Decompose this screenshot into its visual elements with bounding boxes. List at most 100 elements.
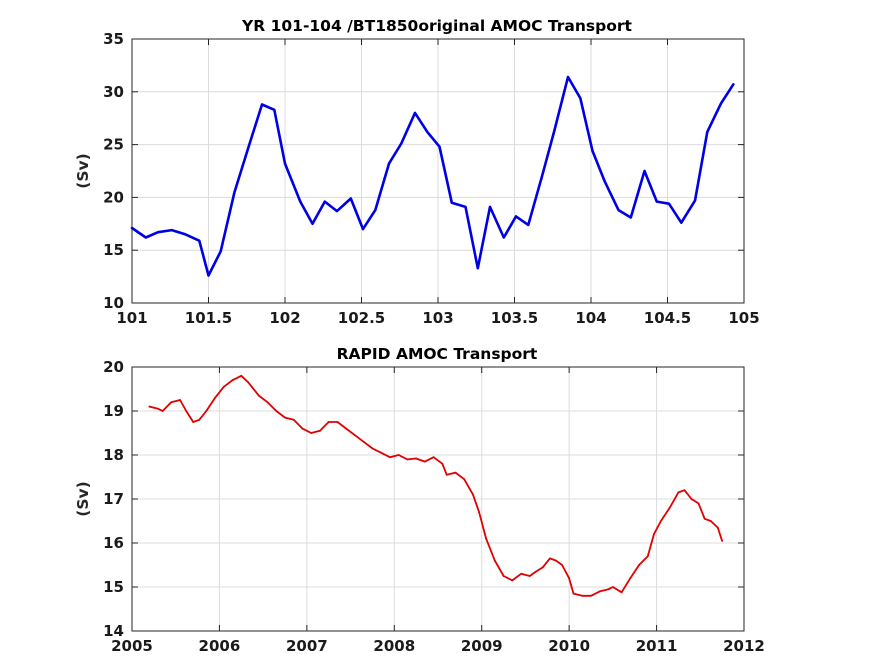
bottom-chart-ytick-label: 20 (103, 358, 124, 376)
top-chart-title: YR 101-104 /BT1850original AMOC Transpor… (241, 17, 632, 35)
top-chart-data-point (680, 221, 683, 224)
bottom-chart-data-point (170, 401, 173, 404)
top-chart-data-point (567, 76, 569, 78)
bottom-chart-data-point (354, 434, 356, 437)
top-chart-data-point (349, 197, 352, 200)
bottom-chart-data-point (185, 410, 188, 412)
top-chart-ytick-label: 10 (103, 294, 124, 312)
top-chart-xtick-label: 103.5 (491, 309, 538, 327)
top-chart-data-point (336, 210, 338, 213)
bottom-chart-data-point (683, 489, 686, 492)
top-chart-data-point (170, 229, 173, 232)
bottom-chart-data-point (485, 537, 487, 540)
bottom-chart-data-point (205, 410, 208, 412)
bottom-chart-ytick-label: 17 (103, 490, 124, 508)
bottom-chart-data-point (247, 381, 250, 384)
bottom-chart-data-point (638, 564, 640, 566)
bottom-chart-data-point (292, 418, 295, 421)
bottom-chart-panel: RAPID AMOC Transport 2005 2006 2007 2008 200… (74, 345, 765, 655)
bottom-chart-data-point (598, 590, 601, 593)
top-chart-data-point (261, 103, 263, 106)
bottom-chart-data-point (345, 427, 348, 430)
bottom-chart-data-point (432, 456, 435, 459)
bottom-chart-data-point (463, 478, 466, 481)
bottom-chart-data-point (441, 462, 444, 465)
bottom-chart-data-point (697, 502, 700, 505)
top-chart-data-point (655, 200, 658, 203)
bottom-chart-ytick-label: 19 (103, 402, 124, 420)
bottom-chart-xtick-label: 2008 (373, 637, 415, 655)
top-chart-data-point (527, 224, 530, 226)
bottom-chart-data-point (222, 385, 225, 388)
bottom-chart-data-point (703, 517, 706, 520)
bottom-chart-data-point (157, 407, 160, 410)
bottom-chart-data-point (362, 440, 365, 443)
top-chart-data-point (541, 175, 543, 178)
bottom-chart-ytick-label: 16 (103, 534, 124, 552)
top-chart-data-point (603, 180, 606, 183)
bottom-chart-data-point (478, 511, 480, 514)
top-chart-xtick-label: 103 (422, 309, 453, 327)
bottom-chart-data-point (721, 539, 723, 542)
bottom-chart-grid (131, 366, 745, 632)
top-chart-panel: YR 101-104 /BT1850original AMOC Transpor… (74, 17, 760, 327)
top-chart-data-point (489, 206, 491, 208)
top-chart-data-point (144, 236, 147, 239)
top-chart-data-point (450, 201, 453, 204)
top-chart-data-point (464, 206, 467, 208)
bottom-chart-data-point (257, 394, 260, 397)
top-chart-ytick-label: 25 (103, 136, 124, 154)
bottom-chart-data-point (572, 592, 575, 595)
bottom-chart-data-point (549, 557, 551, 560)
top-chart-xtick-label: 104 (575, 309, 606, 327)
bottom-chart-ytick-label: 18 (103, 446, 124, 464)
bottom-chart-data-point (493, 559, 496, 562)
bottom-chart-data-point (301, 427, 304, 430)
bottom-chart-data-point (561, 564, 563, 566)
bottom-chart-ylabel: (Sv) (74, 481, 92, 516)
bottom-chart-data-point (555, 559, 557, 562)
bottom-chart-data-point (668, 506, 671, 509)
top-chart-data-point (694, 199, 696, 202)
bottom-chart-data-point (620, 591, 623, 594)
bottom-chart-data-point (660, 520, 662, 522)
top-chart-data-point (273, 108, 276, 111)
bottom-chart-data-point (198, 418, 201, 421)
bottom-chart-data-point (472, 493, 474, 496)
bottom-chart-data-point (214, 396, 217, 399)
bottom-chart-data-point (581, 594, 584, 597)
bottom-chart-data-point (161, 410, 164, 412)
top-chart-data-point (284, 162, 286, 165)
bottom-chart-data-point (380, 451, 383, 454)
top-chart-ytick-label: 30 (103, 83, 124, 101)
bottom-chart-data-point (240, 374, 243, 377)
top-chart-ytick-label: 35 (103, 30, 124, 48)
top-chart-data-point (157, 231, 159, 234)
top-chart-xtick-label: 102.5 (338, 309, 385, 327)
bottom-chart-data-point (535, 570, 537, 573)
top-chart-data-point (476, 267, 479, 270)
top-chart-data-point (438, 145, 441, 148)
bottom-chart-data-point (275, 410, 278, 412)
top-chart-data-point (591, 150, 594, 152)
top-chart-data-point (362, 228, 364, 231)
bottom-chart-xtick-label: 2011 (636, 637, 678, 655)
top-chart-data-point (131, 227, 133, 229)
top-chart-data-point (247, 146, 250, 149)
top-chart-xtick-label: 102 (269, 309, 300, 327)
bottom-chart-data-point (646, 555, 649, 558)
bottom-chart-data-point (389, 456, 391, 459)
bottom-chart-ytick-label: 14 (103, 622, 124, 640)
top-chart-data-point (502, 236, 505, 239)
top-chart-data-point (579, 97, 582, 99)
bottom-chart-data-point (542, 566, 544, 569)
bottom-chart-xtick-label: 2012 (723, 637, 765, 655)
bottom-chart-data-point (336, 421, 339, 423)
top-chart-data-point (323, 200, 326, 203)
top-chart-data-point (643, 170, 646, 172)
bottom-chart-data-point (266, 401, 269, 404)
bottom-chart-data-point (327, 421, 330, 423)
bottom-chart-data-point (511, 579, 514, 582)
bottom-chart-data-point (590, 594, 592, 597)
